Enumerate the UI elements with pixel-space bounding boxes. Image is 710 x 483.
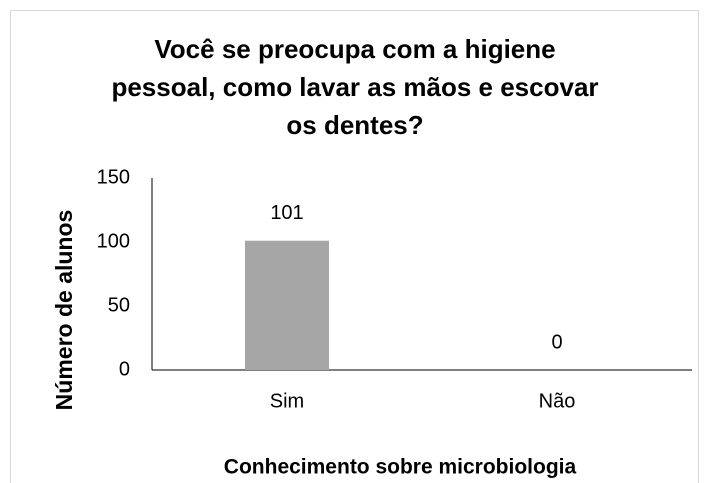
y-tick-label: 150 [97, 166, 130, 188]
chart-frame [10, 10, 699, 483]
data-label: 101 [270, 202, 303, 224]
y-tick-label: 50 [108, 294, 130, 316]
x-tick-label: Não [539, 390, 576, 412]
y-axis-label: Número de alunos [51, 210, 77, 411]
bar [245, 240, 329, 370]
x-axis-label: Conhecimento sobre microbiologia [224, 456, 577, 479]
chart-title: Você se preocupa com a higiene pessoal, … [111, 34, 599, 140]
y-tick-label: 0 [119, 358, 130, 380]
x-tick-label: Sim [270, 390, 304, 412]
data-label: 0 [551, 331, 562, 353]
y-tick-label: 100 [97, 230, 130, 252]
